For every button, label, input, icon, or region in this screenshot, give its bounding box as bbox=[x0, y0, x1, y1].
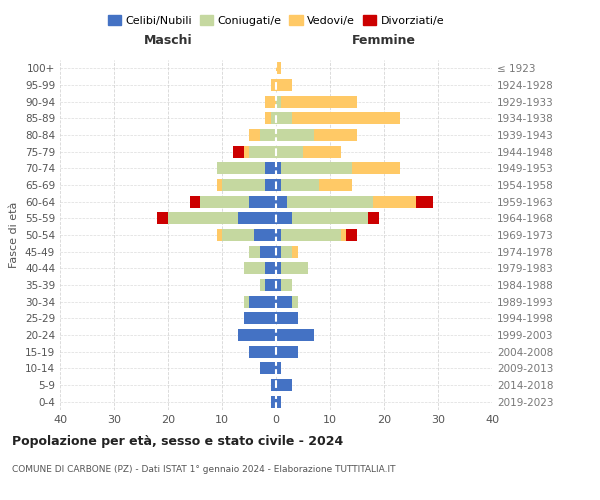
Bar bbox=[265, 279, 276, 291]
Bar bbox=[352, 162, 400, 174]
Bar bbox=[276, 146, 303, 158]
Bar bbox=[292, 246, 298, 258]
Bar bbox=[281, 262, 308, 274]
Bar bbox=[319, 179, 352, 191]
Bar bbox=[244, 312, 276, 324]
Bar bbox=[222, 179, 265, 191]
Y-axis label: Anni di nascita: Anni di nascita bbox=[598, 194, 600, 276]
Bar bbox=[190, 196, 200, 207]
Bar bbox=[276, 362, 281, 374]
Bar bbox=[281, 162, 352, 174]
Bar bbox=[276, 129, 314, 141]
Bar bbox=[217, 179, 222, 191]
Bar bbox=[276, 179, 281, 191]
Bar bbox=[281, 246, 292, 258]
Bar bbox=[292, 112, 400, 124]
Bar bbox=[260, 362, 276, 374]
Bar bbox=[249, 146, 276, 158]
Bar bbox=[276, 79, 292, 91]
Bar bbox=[276, 312, 298, 324]
Bar bbox=[373, 196, 416, 207]
Bar bbox=[276, 229, 281, 241]
Bar bbox=[249, 246, 260, 258]
Bar bbox=[265, 179, 276, 191]
Bar bbox=[249, 296, 276, 308]
Bar bbox=[281, 96, 357, 108]
Bar bbox=[416, 196, 433, 207]
Bar bbox=[271, 396, 276, 407]
Bar bbox=[281, 229, 341, 241]
Bar bbox=[244, 146, 249, 158]
Bar bbox=[292, 296, 298, 308]
Bar bbox=[276, 379, 292, 391]
Text: Popolazione per età, sesso e stato civile - 2024: Popolazione per età, sesso e stato civil… bbox=[12, 435, 343, 448]
Bar bbox=[249, 346, 276, 358]
Bar bbox=[265, 96, 276, 108]
Bar bbox=[276, 279, 281, 291]
Bar bbox=[238, 329, 276, 341]
Bar bbox=[287, 196, 373, 207]
Bar bbox=[244, 296, 249, 308]
Bar bbox=[244, 262, 265, 274]
Bar bbox=[276, 162, 281, 174]
Bar bbox=[276, 329, 314, 341]
Bar bbox=[265, 162, 276, 174]
Bar bbox=[368, 212, 379, 224]
Text: Femmine: Femmine bbox=[352, 34, 416, 46]
Text: COMUNE DI CARBONE (PZ) - Dati ISTAT 1° gennaio 2024 - Elaborazione TUTTITALIA.IT: COMUNE DI CARBONE (PZ) - Dati ISTAT 1° g… bbox=[12, 465, 395, 474]
Bar bbox=[276, 212, 292, 224]
Bar bbox=[238, 212, 276, 224]
Bar bbox=[314, 129, 357, 141]
Bar bbox=[276, 112, 292, 124]
Bar bbox=[271, 379, 276, 391]
Bar bbox=[265, 262, 276, 274]
Bar bbox=[233, 146, 244, 158]
Bar bbox=[276, 262, 281, 274]
Bar bbox=[276, 96, 281, 108]
Bar bbox=[200, 196, 249, 207]
Bar bbox=[217, 229, 222, 241]
Legend: Celibi/Nubili, Coniugati/e, Vedovi/e, Divorziati/e: Celibi/Nubili, Coniugati/e, Vedovi/e, Di… bbox=[103, 10, 449, 30]
Bar bbox=[217, 162, 265, 174]
Bar bbox=[276, 396, 281, 407]
Bar bbox=[276, 346, 298, 358]
Bar bbox=[276, 296, 292, 308]
Bar bbox=[222, 229, 254, 241]
Bar bbox=[341, 229, 346, 241]
Bar bbox=[281, 179, 319, 191]
Bar bbox=[168, 212, 238, 224]
Bar bbox=[260, 246, 276, 258]
Bar bbox=[276, 246, 281, 258]
Bar bbox=[303, 146, 341, 158]
Bar bbox=[254, 229, 276, 241]
Bar bbox=[276, 62, 281, 74]
Bar bbox=[276, 196, 287, 207]
Bar bbox=[249, 129, 260, 141]
Bar bbox=[271, 112, 276, 124]
Y-axis label: Fasce di età: Fasce di età bbox=[10, 202, 19, 268]
Bar bbox=[271, 79, 276, 91]
Bar bbox=[281, 279, 292, 291]
Bar bbox=[260, 129, 276, 141]
Bar bbox=[157, 212, 168, 224]
Bar bbox=[260, 279, 265, 291]
Bar bbox=[249, 196, 276, 207]
Bar bbox=[346, 229, 357, 241]
Text: Maschi: Maschi bbox=[143, 34, 193, 46]
Bar bbox=[265, 112, 271, 124]
Bar bbox=[292, 212, 368, 224]
